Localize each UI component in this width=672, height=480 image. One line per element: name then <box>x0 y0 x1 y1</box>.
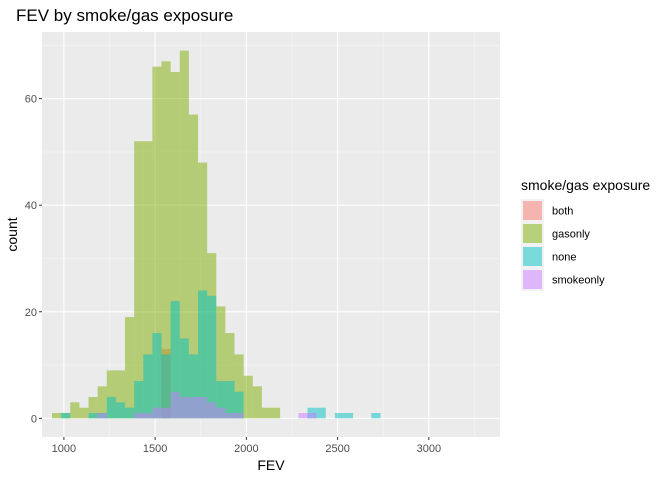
x-axis-title: FEV <box>257 457 285 473</box>
bar-gasonly <box>261 407 271 419</box>
bar-gasonly <box>271 407 281 419</box>
bar-gasonly <box>225 333 235 419</box>
x-tick-label: 3000 <box>417 443 441 455</box>
bar-none <box>143 354 153 419</box>
bar-gasonly <box>115 370 126 419</box>
bar-none <box>61 413 71 419</box>
bar-none <box>115 402 126 419</box>
legend-label: both <box>552 206 573 218</box>
bar-none <box>161 354 171 419</box>
bar-none <box>316 407 326 419</box>
bar-none <box>134 381 144 419</box>
bar-gasonly <box>243 375 253 419</box>
bar-none <box>216 381 226 419</box>
bar-smokeonly <box>198 397 208 419</box>
legend: smoke/gas exposure both gasonly none smokeo… <box>521 177 650 291</box>
bar-gasonly <box>143 141 153 419</box>
bar-none <box>334 413 344 419</box>
bar-none <box>234 391 244 419</box>
legend-label: gasonly <box>552 229 590 241</box>
y-axis: 0 20 40 60 <box>25 94 42 425</box>
legend-swatch <box>523 247 542 266</box>
x-tick-label: 1000 <box>52 443 76 455</box>
bar-smokeonly <box>225 413 235 419</box>
bar-smokeonly <box>179 397 189 419</box>
series-smokeonly <box>97 391 317 419</box>
legend-label: smokeonly <box>552 275 605 287</box>
bar-smokeonly <box>161 407 171 419</box>
legend-item-smokeonly: smokeonly <box>521 268 605 291</box>
bar-none <box>106 397 116 419</box>
bar-smokeonly <box>170 391 180 419</box>
legend-swatch <box>523 270 542 289</box>
bar-none <box>225 381 235 419</box>
bar-smokeonly <box>298 413 308 419</box>
histogram-bars <box>52 50 381 419</box>
bar-smokeonly <box>143 413 153 419</box>
x-axis: 1000 1500 2000 2500 3000 <box>52 437 441 455</box>
bar-none <box>179 338 189 419</box>
bar-none <box>88 413 98 419</box>
bar-gasonly <box>52 413 62 419</box>
bar-smokeonly <box>207 402 217 419</box>
bar-none <box>125 407 135 419</box>
bar-none <box>343 413 354 419</box>
bar-gasonly <box>188 114 199 419</box>
x-tick-label: 2500 <box>325 443 349 455</box>
bar-gasonly <box>216 306 226 419</box>
bar-gasonly <box>179 50 189 419</box>
bar-smokeonly <box>216 407 226 419</box>
y-tick-label: 40 <box>25 200 37 212</box>
bar-none <box>170 301 180 419</box>
bar-none <box>371 413 381 419</box>
bar-gasonly <box>97 386 107 419</box>
plot-panel <box>42 32 500 437</box>
bar-smokeonly <box>152 407 162 419</box>
bar-gasonly <box>170 71 180 419</box>
bar-none <box>198 290 208 419</box>
bar-none <box>152 333 162 419</box>
bar-gasonly <box>106 370 116 419</box>
bar-none <box>188 354 199 419</box>
bar-gasonly <box>79 407 89 419</box>
legend-item-gasonly: gasonly <box>521 222 590 245</box>
y-axis-title: count <box>4 217 20 251</box>
legend-swatch <box>523 224 542 243</box>
bar-smokeonly <box>307 413 317 419</box>
y-tick-label: 20 <box>25 307 37 319</box>
bar-smokeonly <box>97 413 107 419</box>
chart-title: FEV by smoke/gas exposure <box>16 6 233 25</box>
bar-gasonly <box>161 61 171 419</box>
x-tick-label: 2000 <box>234 443 258 455</box>
legend-item-both: both <box>521 199 573 222</box>
legend-item-none: none <box>521 245 576 268</box>
bar-gasonly <box>152 66 162 419</box>
bar-smokeonly <box>234 413 244 419</box>
legend-swatch <box>523 201 542 220</box>
bar-gasonly <box>125 317 135 419</box>
legend-label: none <box>552 252 576 264</box>
bar-smokeonly <box>188 397 199 419</box>
x-tick-label: 1500 <box>143 443 167 455</box>
bar-gasonly <box>234 354 244 419</box>
bar-none <box>207 295 217 419</box>
bar-gasonly <box>88 397 98 419</box>
legend-title: smoke/gas exposure <box>521 177 650 193</box>
y-tick-label: 60 <box>25 94 37 106</box>
bar-smokeonly <box>134 413 144 419</box>
y-tick-label: 0 <box>31 413 37 425</box>
bar-gasonly <box>134 141 144 419</box>
bar-gasonly <box>252 386 262 419</box>
bar-gasonly <box>70 402 80 419</box>
